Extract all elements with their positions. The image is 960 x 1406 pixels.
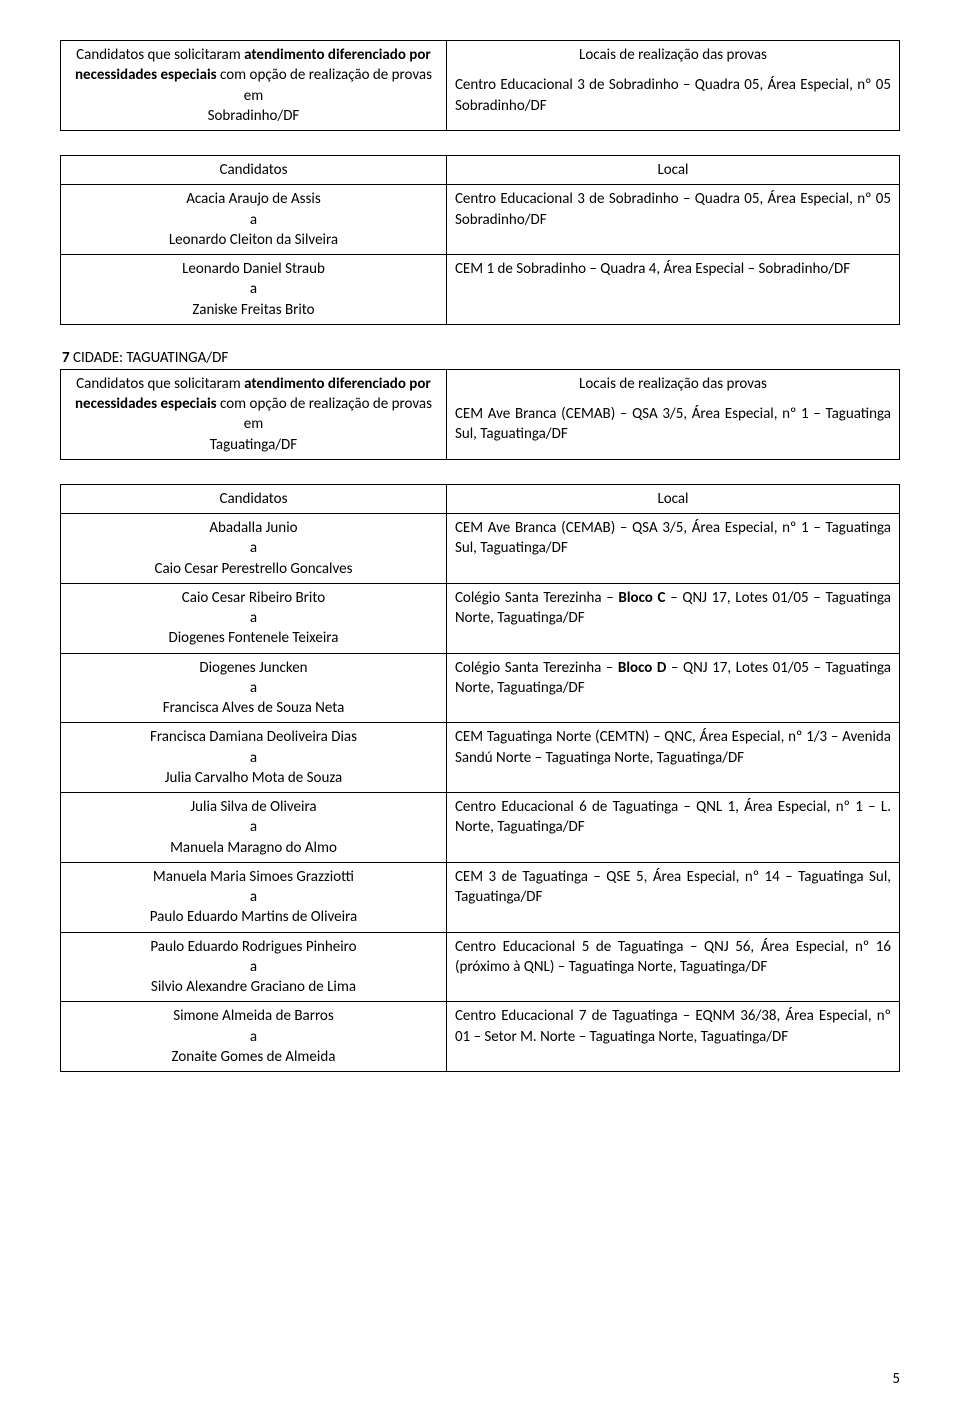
local-header: Local (446, 156, 899, 185)
taguatinga-header-table: Candidatos que solicitaram atendimento d… (60, 369, 900, 460)
row-local: CEM 1 de Sobradinho – Quadra 4, Área Esp… (446, 255, 899, 325)
section-label: CIDADE: TAGUATINGA/DF (70, 349, 229, 367)
row-sep: a (69, 957, 438, 977)
row-local: Centro Educacional 6 de Taguatinga – QNL… (446, 793, 899, 863)
sobradinho-header-left: Candidatos que solicitaram atendimento d… (61, 41, 447, 131)
row-sep: a (69, 538, 438, 558)
table-row: Simone Almeida de Barros a Zonaite Gomes… (61, 1002, 900, 1072)
block-title-pre: Candidatos que solicitaram (76, 46, 244, 64)
table-row: Julia Silva de Oliveira a Manuela Maragn… (61, 793, 900, 863)
row-name1: Julia Silva de Oliveira (69, 797, 438, 817)
table-row: Abadalla Junio a Caio Cesar Perestrello … (61, 514, 900, 584)
sobradinho-header-right: Locais de realização das provas Centro E… (446, 41, 899, 131)
row-name1: Diogenes Juncken (69, 658, 438, 678)
row-name1: Simone Almeida de Barros (69, 1006, 438, 1026)
sobradinho-locais-line: Centro Educacional 3 de Sobradinho – Qua… (455, 75, 891, 116)
row-sep: a (69, 1027, 438, 1047)
row-local: Centro Educacional 5 de Taguatinga – QNJ… (446, 932, 899, 1002)
row-name2: Francisca Alves de Souza Neta (69, 698, 438, 718)
row-name2: Silvio Alexandre Graciano de Lima (69, 977, 438, 997)
table-row: Diogenes Juncken a Francisca Alves de So… (61, 653, 900, 723)
row-name2: Leonardo Cleiton da Silveira (69, 230, 438, 250)
page-number: 5 (892, 1370, 900, 1388)
row-local: Centro Educacional 3 de Sobradinho – Qua… (446, 185, 899, 255)
row-local-pre: Colégio Santa Terezinha – (455, 589, 618, 607)
row-local: CEM Ave Branca (CEMAB) – QSA 3/5, Área E… (446, 514, 899, 584)
row-name1: Acacia Araujo de Assis (69, 189, 438, 209)
row-sep: a (69, 279, 438, 299)
locais-title: Locais de realização das provas (455, 374, 891, 394)
section-number: 7 (62, 349, 70, 367)
taguatinga-locais-line: CEM Ave Branca (CEMAB) – QSA 3/5, Área E… (455, 404, 891, 445)
row-name2: Julia Carvalho Mota de Souza (69, 768, 438, 788)
candidates-header: Candidatos (61, 484, 447, 513)
table-row: Paulo Eduardo Rodrigues Pinheiro a Silvi… (61, 932, 900, 1002)
table-row: Caio Cesar Ribeiro Brito a Diogenes Font… (61, 583, 900, 653)
taguatinga-city-label: Taguatinga/DF (69, 435, 438, 455)
table-row: Acacia Araujo de Assis a Leonardo Cleito… (61, 185, 900, 255)
row-local: Centro Educacional 7 de Taguatinga – EQN… (446, 1002, 899, 1072)
row-sep: a (69, 210, 438, 230)
table-row: Francisca Damiana Deoliveira Dias a Juli… (61, 723, 900, 793)
table-row: Leonardo Daniel Straub a Zaniske Freitas… (61, 255, 900, 325)
row-name1: Abadalla Junio (69, 518, 438, 538)
candidates-header: Candidatos (61, 156, 447, 185)
row-sep: a (69, 608, 438, 628)
block-title-tail: com opção de realização de provas em (220, 395, 432, 433)
row-local: Colégio Santa Terezinha – Bloco D – QNJ … (446, 653, 899, 723)
row-local: CEM 3 de Taguatinga – QSE 5, Área Especi… (446, 862, 899, 932)
row-name1: Paulo Eduardo Rodrigues Pinheiro (69, 937, 438, 957)
row-sep: a (69, 678, 438, 698)
sobradinho-header-table: Candidatos que solicitaram atendimento d… (60, 40, 900, 131)
row-local-bold: Bloco D (618, 659, 666, 677)
page-container: Candidatos que solicitaram atendimento d… (0, 0, 960, 1406)
row-name1: Leonardo Daniel Straub (69, 259, 438, 279)
taguatinga-candidates-table: Candidatos Local Abadalla Junio a Caio C… (60, 484, 900, 1072)
row-sep: a (69, 887, 438, 907)
section-title: 7 CIDADE: TAGUATINGA/DF (62, 349, 900, 367)
row-name2: Manuela Maragno do Almo (69, 838, 438, 858)
row-local: CEM Taguatinga Norte (CEMTN) – QNC, Área… (446, 723, 899, 793)
row-local: Colégio Santa Terezinha – Bloco C – QNJ … (446, 583, 899, 653)
taguatinga-header-left: Candidatos que solicitaram atendimento d… (61, 369, 447, 459)
row-name2: Caio Cesar Perestrello Goncalves (69, 559, 438, 579)
row-name1: Francisca Damiana Deoliveira Dias (69, 727, 438, 747)
block-title-pre: Candidatos que solicitaram (76, 375, 244, 393)
row-local-pre: Colégio Santa Terezinha – (455, 659, 618, 677)
row-sep: a (69, 748, 438, 768)
row-name2: Zonaite Gomes de Almeida (69, 1047, 438, 1067)
table-row: Manuela Maria Simoes Grazziotti a Paulo … (61, 862, 900, 932)
row-name1: Manuela Maria Simoes Grazziotti (69, 867, 438, 887)
row-name2: Diogenes Fontenele Teixeira (69, 628, 438, 648)
locais-title: Locais de realização das provas (455, 45, 891, 65)
block-title-tail: com opção de realização de provas em (220, 66, 432, 104)
sobradinho-city-label: Sobradinho/DF (69, 106, 438, 126)
row-local-bold: Bloco C (618, 589, 665, 607)
local-header: Local (446, 484, 899, 513)
row-name1: Caio Cesar Ribeiro Brito (69, 588, 438, 608)
row-name2: Paulo Eduardo Martins de Oliveira (69, 907, 438, 927)
row-sep: a (69, 817, 438, 837)
row-name2: Zaniske Freitas Brito (69, 300, 438, 320)
taguatinga-header-right: Locais de realização das provas CEM Ave … (446, 369, 899, 459)
sobradinho-candidates-table: Candidatos Local Acacia Araujo de Assis … (60, 155, 900, 325)
